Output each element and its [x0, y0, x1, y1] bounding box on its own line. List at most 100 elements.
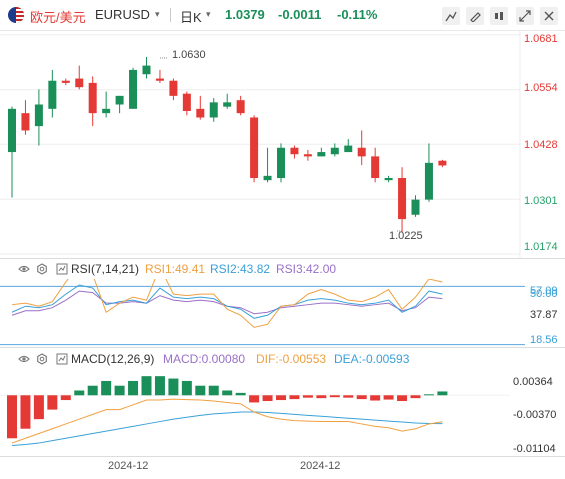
candle-body — [102, 108, 111, 114]
candle-body — [438, 160, 447, 166]
dea-value: DEA:-0.00593 — [334, 352, 410, 366]
price-change-pct: -0.11% — [337, 7, 378, 22]
macd-bar — [222, 390, 233, 396]
current-price: 1.0379 — [225, 7, 265, 22]
candle-body — [48, 80, 57, 109]
dif-line — [11, 398, 443, 444]
price-axis-tick: 1.0174 — [524, 241, 558, 253]
fullscreen-button[interactable] — [516, 7, 534, 25]
dea-line — [11, 411, 443, 446]
macd-title: MACD(12,26,9) — [71, 352, 155, 366]
macd-bar — [7, 395, 17, 439]
macd-bar — [208, 385, 219, 396]
eye-icon[interactable] — [18, 353, 30, 365]
macd-bar — [20, 395, 31, 429]
candle-body — [88, 82, 97, 114]
x-axis-label: 2024-12 — [108, 460, 149, 472]
macd-bar — [128, 380, 139, 396]
macd-bar — [47, 395, 58, 410]
macd-bar — [235, 392, 246, 396]
divider — [170, 8, 171, 22]
candle-body — [142, 65, 151, 75]
chart-type-button[interactable] — [490, 7, 508, 25]
macd-bar — [181, 380, 192, 396]
rsi3-line — [11, 290, 443, 316]
macd-bar — [329, 395, 340, 398]
candle-body — [182, 93, 191, 111]
rsi2-value: RSI2:43.82 — [210, 262, 271, 276]
candle-body — [209, 102, 218, 118]
candle-body — [155, 78, 164, 81]
price-axis-tick: 1.0681 — [524, 33, 558, 45]
rsi-header: RSI(7,14,21) RSI1:49.41 RSI2:43.82 RSI3:… — [0, 259, 565, 279]
high-price-label: 1.0630 — [172, 49, 206, 61]
rsi1-value: RSI1:49.41 — [145, 262, 206, 276]
candle-body — [371, 156, 380, 179]
macd-bar — [195, 385, 206, 396]
price-axis-tick: 1.0428 — [524, 139, 558, 151]
low-price-label: 1.0225 — [389, 230, 423, 242]
macd-bar — [356, 395, 367, 400]
candle-body — [303, 154, 312, 157]
candle-body — [411, 199, 420, 215]
rsi-axis-tick: 57.09 — [530, 285, 558, 297]
timeframe-dropdown-icon[interactable]: ▾ — [206, 9, 211, 19]
eye-icon[interactable] — [18, 263, 30, 275]
x-axis-label: 2024-12 — [300, 460, 341, 472]
candle-body — [398, 178, 407, 220]
candle-body — [223, 102, 232, 107]
candlestick-chart[interactable] — [0, 31, 565, 258]
candle-body — [236, 100, 245, 114]
rsi-axis-tick: 37.87 — [530, 309, 558, 321]
macd-bar — [168, 378, 179, 396]
macd-bar — [343, 395, 354, 398]
candle-body — [384, 178, 393, 181]
macd-bar — [60, 395, 71, 401]
macd-axis-tick: -0.01104 — [513, 443, 556, 455]
rsi-chart[interactable] — [0, 279, 565, 347]
rsi-title: RSI(7,14,21) — [71, 262, 140, 276]
chart-header: 欧元/美元 EURUSD ▾ 日K ▾ 1.0379 -0.0011 -0.11… — [0, 0, 565, 31]
macd-bar — [316, 395, 327, 399]
indicator-icon[interactable] — [56, 263, 68, 275]
trend-line-icon — [445, 11, 457, 22]
macd-bar — [101, 380, 112, 396]
candle-body — [115, 95, 124, 105]
timeframe-label[interactable]: 日K — [180, 10, 202, 25]
rsi3-value: RSI3:42.00 — [276, 262, 337, 276]
macd-bar — [87, 385, 98, 396]
rsi1-line — [11, 279, 443, 328]
macd-bar — [33, 395, 44, 420]
symbol-dropdown-icon[interactable]: ▾ — [155, 9, 160, 19]
macd-axis-tick: -0.00370 — [513, 409, 557, 421]
macd-bar — [370, 395, 381, 401]
macd-bar — [397, 395, 408, 402]
candle-body — [169, 80, 178, 96]
eu-us-flag-icon — [8, 7, 24, 23]
macd-bar — [249, 395, 260, 403]
indicator-button[interactable] — [466, 7, 484, 25]
candle-body — [21, 113, 30, 131]
macd-bar — [437, 391, 448, 396]
settings-icon[interactable] — [36, 263, 48, 275]
price-change: -0.0011 — [278, 7, 322, 22]
candle-body — [8, 108, 16, 153]
symbol-label[interactable]: EURUSD — [95, 7, 150, 22]
indicator-icon[interactable] — [56, 353, 68, 365]
settings-icon[interactable] — [36, 353, 48, 365]
expand-icon — [519, 10, 531, 22]
macd-bar — [276, 395, 286, 401]
candle-body — [61, 80, 70, 83]
candle-body — [277, 147, 285, 179]
candle-body — [290, 147, 299, 155]
macd-bar — [114, 385, 125, 396]
candle-body — [424, 162, 433, 200]
price-axis-tick: 1.0301 — [524, 195, 558, 207]
candle-body — [357, 147, 366, 157]
macd-bar — [154, 376, 165, 396]
candle-body — [330, 147, 339, 155]
macd-bar — [423, 394, 434, 396]
close-button[interactable] — [540, 7, 558, 25]
drawing-tool-button[interactable] — [442, 7, 460, 25]
macd-chart[interactable] — [0, 369, 565, 455]
